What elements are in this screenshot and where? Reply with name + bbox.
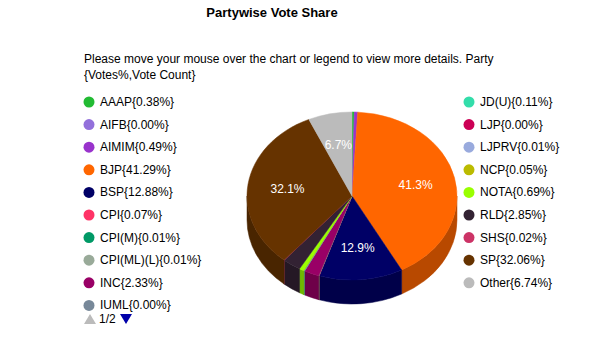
legend-label: LJPRV{0.01%} [480, 140, 559, 154]
slice[interactable] [309, 112, 352, 196]
legend-label: BSP{12.88%} [100, 185, 173, 199]
legend-swatch[interactable] [84, 142, 95, 153]
title: Partywise Vote Share [206, 5, 337, 20]
subtitle: Please move your mouse over the chart or… [84, 52, 494, 66]
legend-swatch[interactable] [464, 232, 475, 243]
legend-swatch[interactable] [464, 277, 475, 288]
chart-svg: Partywise Vote Share Please move your mou… [0, 0, 600, 338]
legend-label: LJP{0.00%} [480, 118, 543, 132]
legend: AAAP{0.38%} AIFB{0.00%} AIMIM{0.49%} BJP{41… [84, 95, 560, 312]
legend-page-down[interactable] [120, 314, 132, 324]
legend-swatch[interactable] [84, 300, 95, 311]
legend-label: NCP{0.05%} [480, 163, 547, 177]
legend-label: IUML{0.00%} [100, 298, 171, 312]
legend-swatch[interactable] [464, 255, 475, 266]
legend-swatch[interactable] [464, 187, 475, 198]
slices [247, 112, 457, 280]
data-label: 32.1% [271, 182, 305, 196]
chart-container: Partywise Vote Share Please move your mou… [0, 0, 600, 338]
legend-label: AIFB{0.00%} [100, 118, 169, 132]
legend-label: INC{2.33%} [100, 276, 163, 290]
legend-swatch[interactable] [464, 210, 475, 221]
slice[interactable] [247, 119, 352, 260]
legend-swatch[interactable] [84, 164, 95, 175]
legend-swatch[interactable] [464, 164, 475, 175]
legend-swatch[interactable] [84, 119, 95, 130]
data-label: 41.3% [399, 178, 433, 192]
subtitle: {Votes%,Vote Count} [84, 68, 195, 82]
data-label: 6.7% [325, 138, 353, 152]
legend-swatch[interactable] [464, 97, 475, 108]
legend-page-up[interactable] [84, 314, 96, 324]
legend-swatch[interactable] [464, 119, 475, 130]
legend-label: NOTA{0.69%} [480, 185, 554, 199]
legend-swatch[interactable] [84, 277, 95, 288]
data-labels: 41.3% 12.9% 32.1% 6.7% [271, 138, 433, 255]
slice-side [300, 269, 304, 295]
legend-swatch[interactable] [84, 210, 95, 221]
legend-label: AIMIM{0.49%} [100, 140, 177, 154]
legend-label: RLD{2.85%} [480, 208, 546, 222]
legend-swatch[interactable] [84, 187, 95, 198]
legend-label: BJP{41.29%} [100, 163, 171, 177]
legend-swatch[interactable] [464, 142, 475, 153]
legend-label: JD(U){0.11%} [480, 95, 552, 109]
background [0, 0, 600, 338]
legend-swatch[interactable] [84, 255, 95, 266]
legend-label: SP{32.06%} [480, 253, 545, 267]
legend-swatch[interactable] [84, 232, 95, 243]
legend-page-label: 1/2 [99, 312, 116, 326]
legend-label: AAAP{0.38%} [100, 95, 174, 109]
legend-label: CPI{0.07%} [100, 208, 162, 222]
data-label: 12.9% [341, 241, 375, 255]
legend-swatch[interactable] [84, 97, 95, 108]
legend-label: CPI(M){0.01%} [100, 231, 180, 245]
legend-label: Other{6.74%} [480, 276, 552, 290]
legend-label: CPI(ML)(L){0.01%} [100, 253, 201, 267]
legend-label: SHS{0.02%} [480, 231, 547, 245]
